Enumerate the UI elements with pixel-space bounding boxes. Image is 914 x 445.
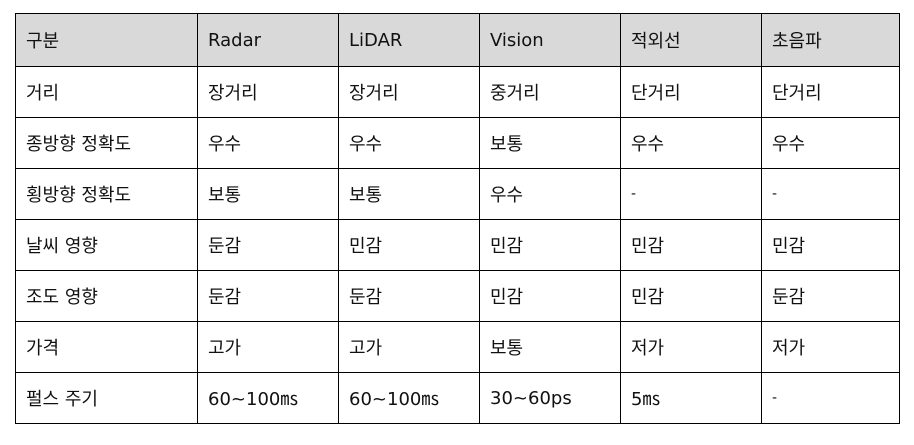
- table-cell: 우수: [761, 117, 900, 169]
- row-label: 거리: [15, 66, 198, 118]
- row-label: 종방향 정확도: [15, 117, 198, 169]
- table-cell: 단거리: [620, 66, 762, 118]
- sensor-comparison-table: 구분 Radar LiDAR Vision 적외선 초음파 거리 장거리 장거리…: [15, 13, 900, 424]
- table-cell: 우수: [197, 117, 339, 169]
- row-label: 펄스 주기: [15, 372, 198, 424]
- table-cell: -: [620, 168, 762, 220]
- table-cell: 보통: [338, 168, 480, 220]
- table-cell: 보통: [479, 321, 621, 373]
- table-cell: 저가: [761, 321, 900, 373]
- table-cell: 보통: [479, 117, 621, 169]
- table-row: 횡방향 정확도 보통 보통 우수 - -: [15, 168, 900, 220]
- table-cell: -: [761, 168, 900, 220]
- header-cell-ultrasonic: 초음파: [761, 13, 900, 67]
- table-cell: 민감: [338, 219, 480, 271]
- table-cell: 우수: [479, 168, 621, 220]
- row-label: 조도 영향: [15, 270, 198, 322]
- table-cell: 단거리: [761, 66, 900, 118]
- table-cell: 30~60ps: [479, 372, 621, 424]
- table-cell: 둔감: [197, 270, 339, 322]
- table-cell: 둔감: [197, 219, 339, 271]
- table-cell: -: [761, 372, 900, 424]
- header-cell-lidar: LiDAR: [338, 13, 480, 67]
- table-cell: 60~100㎳: [197, 372, 339, 424]
- row-label: 날씨 영향: [15, 219, 198, 271]
- table-cell: 보통: [197, 168, 339, 220]
- table-cell: 우수: [338, 117, 480, 169]
- row-label: 가격: [15, 321, 198, 373]
- table-cell: 민감: [479, 219, 621, 271]
- table-cell: 중거리: [479, 66, 621, 118]
- table-cell: 민감: [479, 270, 621, 322]
- header-cell-radar: Radar: [197, 13, 339, 67]
- table-container: 구분 Radar LiDAR Vision 적외선 초음파 거리 장거리 장거리…: [15, 13, 900, 424]
- table-cell: 민감: [761, 219, 900, 271]
- table-cell: 둔감: [761, 270, 900, 322]
- table-cell: 둔감: [338, 270, 480, 322]
- row-label: 횡방향 정확도: [15, 168, 198, 220]
- table-row: 거리 장거리 장거리 중거리 단거리 단거리: [15, 66, 900, 118]
- table-cell: 60~100㎳: [338, 372, 480, 424]
- table-cell: 고가: [197, 321, 339, 373]
- table-cell: 장거리: [338, 66, 480, 118]
- table-cell: 5㎳: [620, 372, 762, 424]
- table-cell: 저가: [620, 321, 762, 373]
- table-cell: 장거리: [197, 66, 339, 118]
- table-row: 조도 영향 둔감 둔감 민감 민감 둔감: [15, 270, 900, 322]
- table-cell: 우수: [620, 117, 762, 169]
- table-cell: 민감: [620, 270, 762, 322]
- table-cell: 고가: [338, 321, 480, 373]
- table-row: 가격 고가 고가 보통 저가 저가: [15, 321, 900, 373]
- table-row: 날씨 영향 둔감 민감 민감 민감 민감: [15, 219, 900, 271]
- table-row: 펄스 주기 60~100㎳ 60~100㎳ 30~60ps 5㎳ -: [15, 372, 900, 424]
- table-row: 종방향 정확도 우수 우수 보통 우수 우수: [15, 117, 900, 169]
- table-cell: 민감: [620, 219, 762, 271]
- header-cell-vision: Vision: [479, 13, 621, 67]
- header-cell-infrared: 적외선: [620, 13, 762, 67]
- header-cell-category: 구분: [15, 13, 198, 67]
- table-header-row: 구분 Radar LiDAR Vision 적외선 초음파: [15, 13, 900, 67]
